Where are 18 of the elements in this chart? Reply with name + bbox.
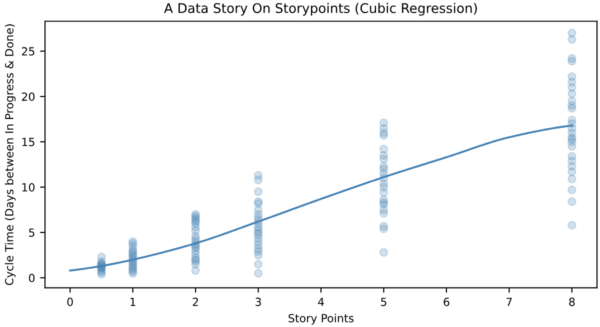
y-tick-label: 10 [22, 183, 35, 192]
y-tick-label: 20 [22, 92, 35, 101]
x-axis-title: Story Points [288, 314, 354, 325]
y-tick-label: 0 [28, 274, 35, 282]
y-tick-label: 15 [22, 138, 34, 146]
y-tick-label: 25 [22, 47, 34, 56]
y-tick-label: 5 [29, 228, 34, 237]
x-tick-label: 1 [130, 298, 136, 306]
y-axis-title: Cycle Time (Days between In Progress & Done) [4, 24, 16, 286]
x-tick-label: 2 [192, 298, 198, 306]
x-tick-label: 3 [256, 298, 261, 306]
x-tick-label: 4 [318, 298, 324, 306]
x-tick-label: 6 [444, 298, 450, 306]
x-tick-label: 5 [381, 298, 386, 306]
x-tick-label: 7 [506, 298, 512, 306]
chart-title: A Data Story On Storypoints (Cubic Regression) [164, 2, 477, 16]
x-tick-label: 0 [67, 298, 73, 306]
x-tick-label: 8 [569, 298, 575, 306]
